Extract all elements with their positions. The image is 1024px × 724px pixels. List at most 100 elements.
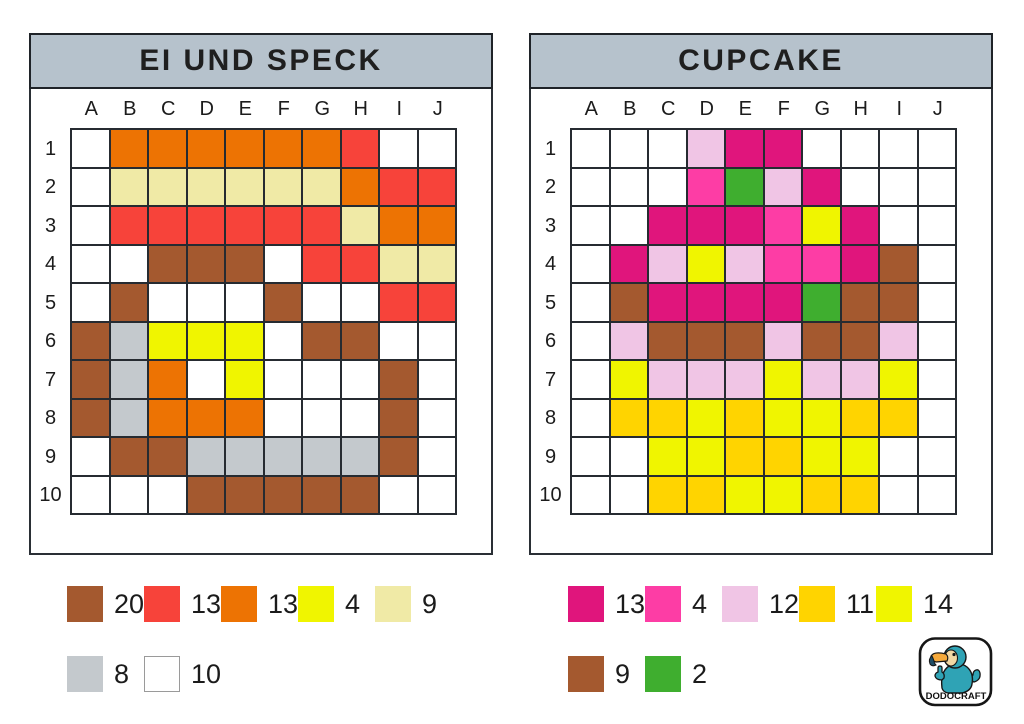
grid-cell <box>841 476 880 515</box>
grid-cell <box>726 245 765 284</box>
grid-cell <box>610 207 649 246</box>
grid-cell <box>149 361 188 400</box>
row-label: 5 <box>544 291 557 314</box>
grid-cell <box>380 284 419 323</box>
column-label: B <box>623 98 637 120</box>
row-label: 10 <box>539 484 562 507</box>
legend-item: 9 <box>375 586 452 622</box>
grid-cell <box>303 322 342 361</box>
grid-cell <box>726 399 765 438</box>
column-label: G <box>814 98 831 120</box>
grid-cell <box>649 130 688 169</box>
grid-cell <box>341 476 380 515</box>
grid-cell <box>726 361 765 400</box>
grid-cell <box>572 207 611 246</box>
grid-cell <box>803 476 842 515</box>
grid-cell <box>726 207 765 246</box>
column-label: J <box>932 98 943 120</box>
grid-cell <box>264 438 303 477</box>
grid-cell <box>110 399 149 438</box>
legend-swatch <box>876 586 912 622</box>
grid-cell <box>187 322 226 361</box>
grid-cell <box>880 322 919 361</box>
legend-item: 11 <box>799 586 876 622</box>
grid-cell <box>187 476 226 515</box>
row-label: 8 <box>44 407 57 430</box>
panel-header: EI UND SPECK <box>29 33 493 89</box>
grid-cell <box>841 361 880 400</box>
row-label: 6 <box>544 330 557 353</box>
grid-cell <box>687 361 726 400</box>
grid-cell <box>303 399 342 438</box>
legend-swatch <box>221 586 257 622</box>
legend-swatch <box>67 656 103 692</box>
grid-cell <box>149 168 188 207</box>
grid-cell <box>687 284 726 323</box>
legend-item: 14 <box>876 586 953 622</box>
grid-cell <box>764 438 803 477</box>
legend-item: 13 <box>221 586 298 622</box>
grid-cell <box>764 130 803 169</box>
grid-cell <box>418 399 457 438</box>
grid-cell <box>764 245 803 284</box>
row-labels: 1 2 3 4 5 6 7 8 9 10 <box>531 130 570 515</box>
grid-cell <box>572 476 611 515</box>
grid-cell <box>841 438 880 477</box>
grid-cell <box>110 322 149 361</box>
grid-cell <box>72 168 111 207</box>
grid-cell <box>226 438 265 477</box>
grid-cell <box>764 476 803 515</box>
row-label: 3 <box>44 214 57 237</box>
grid-cell <box>880 168 919 207</box>
column-label: D <box>699 98 714 120</box>
grid-cell <box>880 245 919 284</box>
grid-cell <box>610 284 649 323</box>
grid-cell <box>841 168 880 207</box>
column-label: H <box>853 98 868 120</box>
legend-count: 2 <box>692 659 708 689</box>
grid-cell <box>918 322 957 361</box>
grid-cell <box>687 245 726 284</box>
grid-cell <box>72 245 111 284</box>
grid-cell <box>649 322 688 361</box>
column-label: D <box>199 98 214 120</box>
grid-cell <box>918 399 957 438</box>
grid-cell <box>880 284 919 323</box>
legend-count: 4 <box>345 589 361 619</box>
column-label: H <box>353 98 368 120</box>
legend-count: 4 <box>692 589 708 619</box>
grid-cell <box>764 399 803 438</box>
grid-cell <box>687 168 726 207</box>
grid-cell <box>303 284 342 323</box>
grid-cell <box>380 130 419 169</box>
grid-cell <box>687 438 726 477</box>
grid-cell <box>110 476 149 515</box>
grid-cell <box>880 476 919 515</box>
column-label: A <box>584 98 598 120</box>
logo-text: DODOCRAFT <box>926 691 987 702</box>
grid-cell <box>380 399 419 438</box>
grid-cell <box>303 476 342 515</box>
grid-cell <box>880 438 919 477</box>
row-label: 2 <box>544 176 557 199</box>
column-label: A <box>84 98 98 120</box>
grid-cell <box>72 130 111 169</box>
grid-cell <box>726 130 765 169</box>
grid-cell <box>841 284 880 323</box>
grid-cell <box>610 476 649 515</box>
grid-cell <box>803 322 842 361</box>
grid-cell <box>187 168 226 207</box>
grid-cell <box>226 245 265 284</box>
grid-cell <box>610 168 649 207</box>
row-label: 1 <box>544 137 557 160</box>
grid-cell <box>918 438 957 477</box>
column-label: G <box>314 98 331 120</box>
grid-cell <box>572 438 611 477</box>
legend-swatch <box>144 656 180 692</box>
grid-cell <box>572 245 611 284</box>
grid-cell <box>649 245 688 284</box>
grid-cell <box>226 207 265 246</box>
grid-cell <box>918 207 957 246</box>
